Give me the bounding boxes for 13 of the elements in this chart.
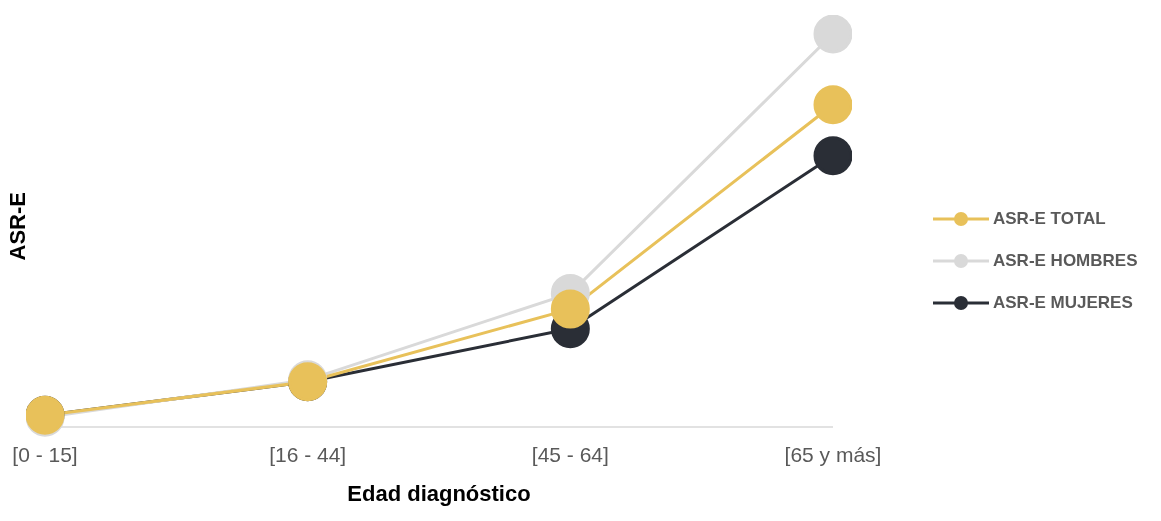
legend-label: ASR-E TOTAL xyxy=(993,208,1106,229)
x-tick-label: [65 y más] xyxy=(784,442,882,466)
point xyxy=(813,15,852,54)
x-tick-label: [0 - 15] xyxy=(12,442,78,466)
x-tick-label: [16 - 44] xyxy=(269,442,347,466)
point xyxy=(813,85,852,125)
y-axis-title: ASR-E xyxy=(4,192,30,261)
point xyxy=(550,289,590,329)
point xyxy=(813,136,852,176)
x-tick-label: [45 - 64] xyxy=(531,442,609,466)
x-axis-title: Edad diagnóstico xyxy=(347,481,531,506)
legend-label: ASR-E HOMBRES xyxy=(993,250,1138,271)
legend-label: ASR-E MUJERES xyxy=(993,292,1133,313)
